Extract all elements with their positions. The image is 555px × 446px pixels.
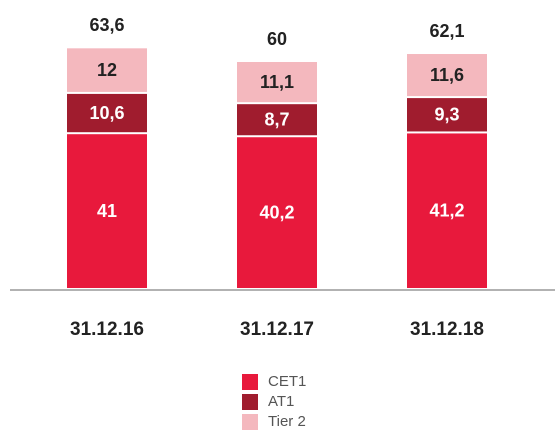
value-label: 11,1 xyxy=(260,72,294,92)
value-label: 12 xyxy=(97,60,117,80)
value-label: 40,2 xyxy=(259,202,294,222)
bar-segment xyxy=(237,104,317,136)
bar-segment xyxy=(237,137,317,288)
value-label: 10,6 xyxy=(89,103,124,123)
x-tick-label: 31.12.17 xyxy=(240,319,314,340)
legend-label: AT1 xyxy=(268,393,294,410)
value-label: 11,6 xyxy=(430,65,464,85)
bar-segment xyxy=(407,133,487,288)
legend-swatch xyxy=(242,394,258,410)
total-label: 63,6 xyxy=(89,15,124,35)
bar-segment xyxy=(67,134,147,288)
bar-segment xyxy=(237,62,317,103)
value-label: 41,2 xyxy=(429,200,464,220)
value-label: 9,3 xyxy=(434,105,459,125)
bar-segment xyxy=(67,93,147,133)
total-label: 62,1 xyxy=(429,21,464,41)
x-tick-label: 31.12.16 xyxy=(70,319,144,340)
bar-segment xyxy=(67,48,147,92)
value-label: 41 xyxy=(97,201,117,221)
total-label: 60 xyxy=(267,29,287,49)
legend-swatch xyxy=(242,374,258,390)
bar-segment xyxy=(407,54,487,97)
legend-label: Tier 2 xyxy=(268,413,306,430)
legend-label: CET1 xyxy=(268,373,306,390)
legend-swatch xyxy=(242,414,258,430)
value-label: 8,7 xyxy=(264,109,289,129)
x-tick-label: 31.12.18 xyxy=(410,319,484,340)
bar-segment xyxy=(407,98,487,132)
